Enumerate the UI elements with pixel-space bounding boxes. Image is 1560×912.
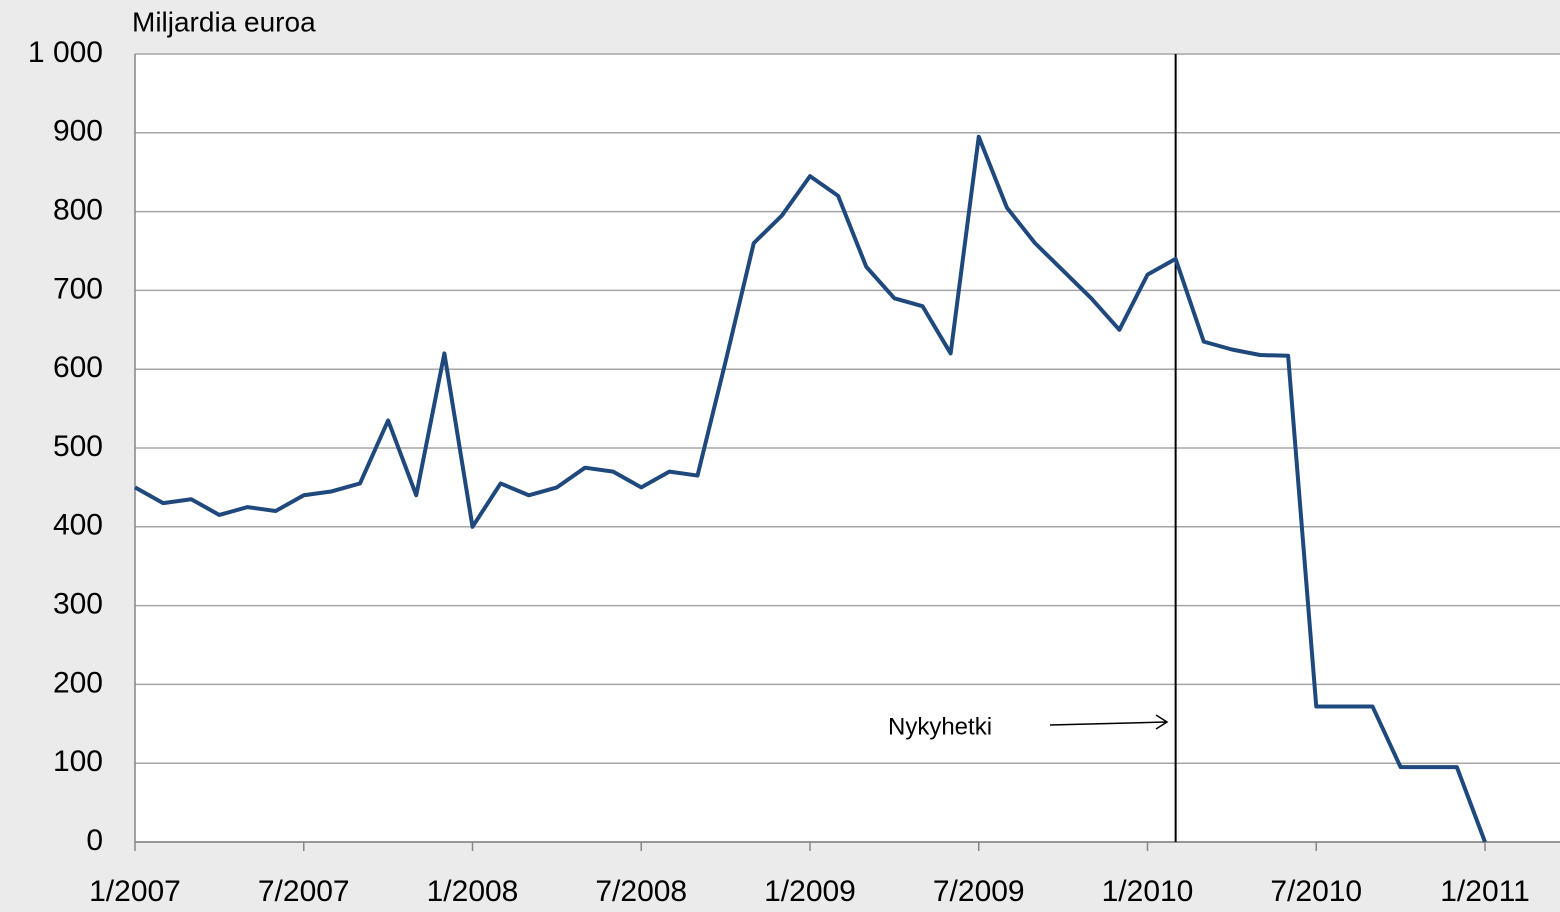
data-line xyxy=(134,134,1487,843)
y-tick-label: 200 xyxy=(53,666,103,699)
y-tick-label: 700 xyxy=(53,272,103,305)
y-tick-label: 0 xyxy=(86,824,103,857)
x-tick-label: 1/2009 xyxy=(764,875,856,908)
marker-arrow xyxy=(1049,714,1169,730)
y-tick-label: 100 xyxy=(53,745,103,778)
x-tick-label: 1/2010 xyxy=(1102,875,1194,908)
x-tick-label: 7/2008 xyxy=(595,875,687,908)
y-tick-label: 800 xyxy=(53,194,103,227)
y-tick-label: 500 xyxy=(53,430,103,463)
y-tick-label: 1 000 xyxy=(28,36,103,69)
x-tick-label: 1/2008 xyxy=(427,875,519,908)
y-tick-label: 600 xyxy=(53,351,103,384)
y-tick-label: 900 xyxy=(53,115,103,148)
x-tick-label: 7/2010 xyxy=(1270,875,1362,908)
chart-title: Miljardia euroa xyxy=(132,6,316,37)
x-tick-label: 7/2007 xyxy=(258,875,350,908)
marker-label: Nykyhetki xyxy=(888,713,992,740)
y-tick-label: 300 xyxy=(53,588,103,621)
x-tick-label: 1/2011 xyxy=(1440,875,1530,908)
y-tick-label: 400 xyxy=(53,509,103,542)
x-tick-label: 7/2009 xyxy=(933,875,1025,908)
x-tick-label: 1/2007 xyxy=(89,875,181,908)
